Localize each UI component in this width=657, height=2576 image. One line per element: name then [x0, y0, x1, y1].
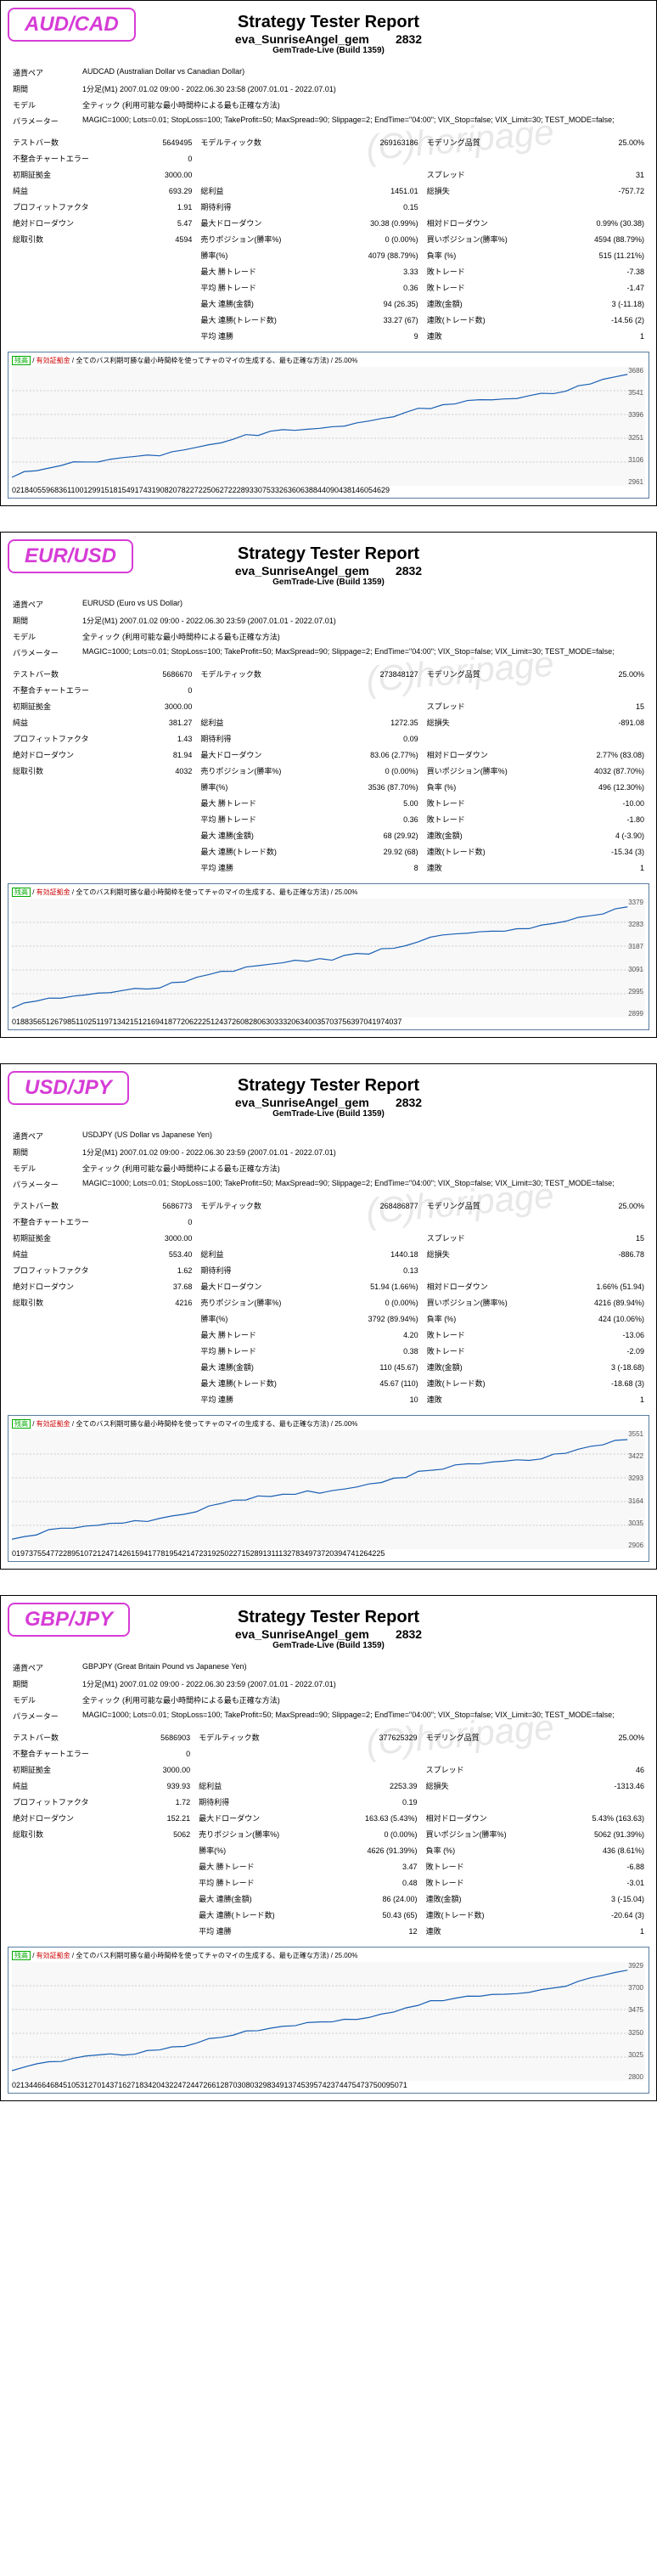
server-name: GemTrade-Live (Build 1359) [8, 1641, 649, 1650]
server-name: GemTrade-Live (Build 1359) [8, 578, 649, 587]
equity-chart: 392937003475325030252800 [12, 1962, 645, 2081]
stats-table: テストバー数5686903モデルティック数377625329モデリング品質25.… [8, 1728, 649, 1940]
stats-table: テストバー数5649495モデルティック数269163186モデリング品質25.… [8, 133, 649, 345]
chart-legend: 残高 / 有効証拠金 / 全てのバス利期可勝な最小時間枠を使ってチャのマイの生成… [12, 1419, 645, 1429]
equity-chart-box: 残高 / 有効証拠金 / 全てのバス利期可勝な最小時間枠を使ってチャのマイの生成… [8, 1415, 649, 1562]
pair-badge: EUR/USD [8, 539, 133, 573]
equity-chart: 337932833187309129952899 [12, 899, 645, 1017]
strategy-report: (C)horipage (C)horipage USD/JPY Strategy… [0, 1063, 657, 1570]
params-table: 通貨ペアAUDCAD (Australian Dollar vs Canadia… [8, 64, 620, 130]
equity-chart-box: 残高 / 有効証拠金 / 全てのバス利期可勝な最小時間枠を使ってチャのマイの生成… [8, 1947, 649, 2094]
params-table: 通貨ペアGBPJPY (Great Britain Pound vs Japan… [8, 1659, 620, 1725]
stats-table: テストバー数5686773モデルティック数268486877モデリング品質25.… [8, 1197, 649, 1408]
equity-chart-box: 残高 / 有効証拠金 / 全てのバス利期可勝な最小時間枠を使ってチャのマイの生成… [8, 883, 649, 1030]
chart-legend: 残高 / 有効証拠金 / 全てのバス利期可勝な最小時間枠を使ってチャのマイの生成… [12, 356, 645, 365]
params-table: 通貨ペアEURUSD (Euro vs US Dollar) 期間1分足(M1)… [8, 595, 620, 662]
strategy-report: (C)horipage (C)horipage GBP/JPY Strategy… [0, 1595, 657, 2101]
equity-chart-box: 残高 / 有効証拠金 / 全てのバス利期可勝な最小時間枠を使ってチャのマイの生成… [8, 352, 649, 499]
strategy-report: (C)horipage (C)horipage AUD/CAD Strategy… [0, 0, 657, 506]
strategy-report: (C)horipage (C)horipage EUR/USD Strategy… [0, 532, 657, 1038]
server-name: GemTrade-Live (Build 1359) [8, 1109, 649, 1119]
server-name: GemTrade-Live (Build 1359) [8, 46, 649, 55]
pair-badge: GBP/JPY [8, 1603, 130, 1637]
chart-legend: 残高 / 有効証拠金 / 全てのバス利期可勝な最小時間枠を使ってチャのマイの生成… [12, 1951, 645, 1960]
equity-chart: 368635413396325131062961 [12, 367, 645, 486]
chart-legend: 残高 / 有効証拠金 / 全てのバス利期可勝な最小時間枠を使ってチャのマイの生成… [12, 888, 645, 897]
pair-badge: AUD/CAD [8, 8, 136, 42]
equity-chart: 355134223293316430352906 [12, 1430, 645, 1549]
params-table: 通貨ペアUSDJPY (US Dollar vs Japanese Yen) 期… [8, 1127, 620, 1193]
pair-badge: USD/JPY [8, 1071, 129, 1105]
stats-table: テストバー数5686670モデルティック数273848127モデリング品質25.… [8, 665, 649, 877]
